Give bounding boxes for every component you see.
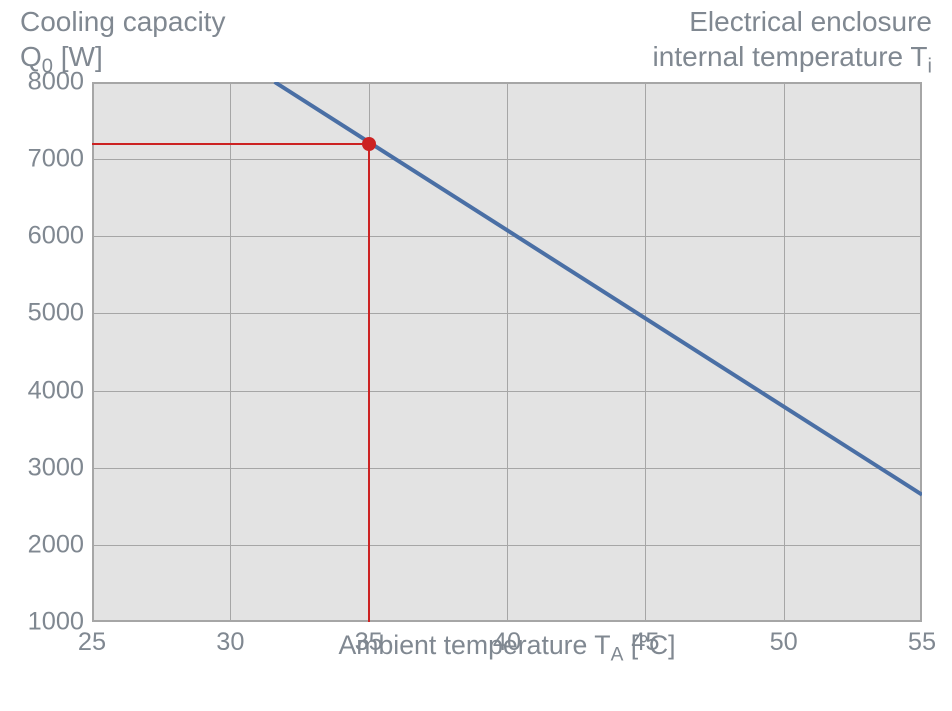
- x-tick-label: 55: [908, 628, 936, 657]
- grid-line-h: [92, 313, 922, 314]
- y-tick-label: 3000: [24, 453, 84, 482]
- x-tick-label: 40: [493, 628, 521, 657]
- grid-line-h: [92, 236, 922, 237]
- x-tick-label: 50: [770, 628, 798, 657]
- chart-header: Cooling capacity Q0 [W] Electrical enclo…: [20, 4, 932, 70]
- marker-ref-vline: [368, 144, 370, 622]
- grid-line-v: [784, 82, 785, 622]
- y-tick-label: 1000: [24, 608, 84, 637]
- marker-ref-hline: [92, 143, 369, 145]
- secondary-title-line1: Electrical enclosure: [653, 4, 932, 39]
- y-tick-label: 4000: [24, 376, 84, 405]
- secondary-title-block: Electrical enclosure internal temperatur…: [653, 4, 932, 70]
- y-axis-title-block: Cooling capacity Q0 [W]: [20, 4, 225, 70]
- chart-container: Cooling capacity Q0 [W] Electrical enclo…: [0, 0, 952, 711]
- grid-line-h: [92, 545, 922, 546]
- plot-border-bottom: [92, 620, 922, 622]
- grid-line-h: [92, 391, 922, 392]
- grid-line-h: [92, 159, 922, 160]
- x-tick-label: 30: [216, 628, 244, 657]
- y-tick-label: 6000: [24, 222, 84, 251]
- grid-line-h: [92, 468, 922, 469]
- grid-line-v: [645, 82, 646, 622]
- x-tick-label: 45: [631, 628, 659, 657]
- y-tick-label: 7000: [24, 145, 84, 174]
- plot-border-right: [920, 82, 922, 622]
- plot-wrap: Ambient temperature TA [°C] 253035404550…: [20, 76, 932, 676]
- y-tick-label: 2000: [24, 530, 84, 559]
- y-tick-label: 5000: [24, 299, 84, 328]
- plot-border-top: [92, 82, 922, 84]
- y-tick-label: 8000: [24, 68, 84, 97]
- marker-dot: [362, 137, 376, 151]
- plot-area: Ambient temperature TA [°C] 253035404550…: [92, 82, 922, 622]
- plot-border-left: [92, 82, 94, 622]
- x-tick-label: 35: [355, 628, 383, 657]
- grid-line-v: [507, 82, 508, 622]
- y-axis-title-line1: Cooling capacity: [20, 4, 225, 39]
- secondary-title-line2: internal temperature Ti: [653, 39, 932, 80]
- grid-line-v: [230, 82, 231, 622]
